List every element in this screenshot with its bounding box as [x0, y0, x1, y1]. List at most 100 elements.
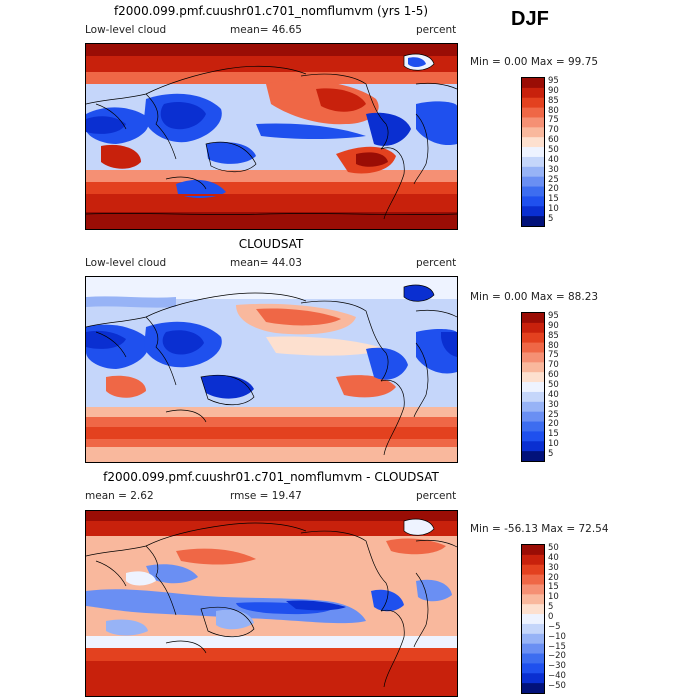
colorbar-tick-label: −5 [548, 621, 561, 632]
panel1-colorbar [521, 77, 545, 227]
colorbar-tick-label: −10 [548, 631, 566, 642]
colorbar-tick-label: 75 [548, 350, 559, 361]
colorbar-tick-label: 40 [548, 389, 559, 400]
panel1-colorbar-swatches [522, 78, 544, 226]
colorbar-tick-label: 50 [548, 542, 559, 553]
panel1-title: f2000.099.pmf.cuushr01.c701_nomflumvm (y… [113, 4, 429, 18]
colorbar-swatch [522, 564, 544, 576]
panel3-difference-map [85, 510, 458, 697]
colorbar-tick-label: 50 [548, 145, 559, 155]
colorbar-swatch [522, 604, 544, 615]
colorbar-tick-label: 30 [548, 164, 559, 175]
colorbar-swatch [522, 137, 544, 148]
colorbar-tick-label: 15 [548, 582, 559, 593]
colorbar-tick-label: 95 [548, 310, 559, 321]
colorbar-swatch [522, 421, 544, 432]
colorbar-swatch [522, 633, 544, 645]
panel3-units-label: percent [416, 490, 457, 502]
colorbar-tick-label: 85 [548, 330, 559, 341]
panel2-colorbar [521, 312, 545, 462]
colorbar-swatch [522, 574, 544, 585]
colorbar-tick-label: 30 [548, 399, 559, 410]
colorbar-swatch [522, 545, 544, 556]
colorbar-tick-label: 70 [548, 125, 559, 136]
panel1-minmax-label: Min = 0.00 Max = 99.75 [470, 56, 599, 68]
panel2-units-label: percent [416, 257, 457, 269]
colorbar-swatch [522, 663, 544, 674]
panel2-mean-label: mean= 44.03 [230, 257, 302, 269]
colorbar-tick-label: −50 [548, 681, 566, 692]
panel1-units-label: percent [416, 24, 457, 36]
colorbar-swatch [522, 673, 544, 684]
colorbar-swatch [522, 127, 544, 138]
colorbar-swatch [522, 322, 544, 334]
colorbar-swatch [522, 401, 544, 413]
colorbar-swatch [522, 594, 544, 605]
colorbar-tick-label: 30 [548, 562, 559, 573]
colorbar-swatch [522, 332, 544, 344]
colorbar-tick-label: −40 [548, 671, 566, 682]
colorbar-tick-label: 90 [548, 320, 559, 331]
colorbar-tick-label: 75 [548, 115, 559, 126]
panel1-model-map [85, 43, 458, 230]
colorbar-swatch [522, 166, 544, 178]
colorbar-swatch [522, 623, 544, 635]
panel3-title: f2000.099.pmf.cuushr01.c701_nomflumvm - … [103, 470, 439, 484]
colorbar-tick-label: 95 [548, 75, 559, 86]
colorbar-swatch [522, 97, 544, 109]
colorbar-tick-label: −30 [548, 661, 566, 672]
colorbar-tick-label: 90 [548, 85, 559, 96]
panel3-colorbar-swatches [522, 545, 544, 693]
colorbar-swatch [522, 411, 544, 423]
colorbar-swatch [522, 362, 544, 373]
colorbar-tick-label: 15 [548, 194, 559, 205]
colorbar-swatch [522, 643, 544, 655]
colorbar-tick-label: 5 [548, 449, 554, 460]
colorbar-tick-label: 0 [548, 612, 554, 622]
panel2-cloudsat-map [85, 276, 458, 463]
colorbar-tick-label: 10 [548, 592, 559, 603]
colorbar-swatch [522, 584, 544, 595]
colorbar-swatch [522, 441, 544, 452]
colorbar-swatch [522, 147, 544, 158]
colorbar-tick-label: 20 [548, 419, 559, 430]
colorbar-swatch [522, 554, 544, 566]
colorbar-tick-label: 60 [548, 135, 559, 146]
colorbar-swatch [522, 382, 544, 393]
colorbar-tick-label: 85 [548, 95, 559, 106]
season-label: DJF [511, 8, 549, 30]
colorbar-swatch [522, 352, 544, 363]
colorbar-swatch [522, 176, 544, 188]
panel2-variable-label: Low-level cloud [85, 257, 167, 269]
colorbar-tick-label: 10 [548, 204, 559, 215]
panel2-minmax-label: Min = 0.00 Max = 88.23 [470, 291, 599, 303]
colorbar-tick-label: −20 [548, 651, 566, 662]
colorbar-tick-label: 5 [548, 602, 554, 613]
colorbar-tick-label: 80 [548, 340, 559, 351]
colorbar-tick-label: 15 [548, 429, 559, 440]
colorbar-swatch [522, 342, 544, 353]
colorbar-tick-label: 20 [548, 572, 559, 583]
colorbar-tick-label: 70 [548, 360, 559, 371]
panel2-colorbar-swatches [522, 313, 544, 461]
colorbar-swatch [522, 683, 544, 693]
panel3-mean-label: mean = 2.62 [85, 490, 154, 502]
colorbar-swatch [522, 117, 544, 128]
colorbar-swatch [522, 186, 544, 197]
colorbar-tick-label: 80 [548, 105, 559, 116]
colorbar-swatch [522, 653, 544, 664]
colorbar-tick-label: −15 [548, 641, 566, 652]
panel3-colorbar [521, 544, 545, 694]
panel2-title: CLOUDSAT [238, 237, 304, 251]
colorbar-tick-label: 25 [548, 409, 559, 420]
colorbar-swatch [522, 614, 544, 625]
colorbar-swatch [522, 216, 544, 226]
colorbar-tick-label: 20 [548, 184, 559, 195]
colorbar-swatch [522, 372, 544, 383]
colorbar-tick-label: 40 [548, 154, 559, 165]
colorbar-swatch [522, 313, 544, 324]
colorbar-swatch [522, 206, 544, 217]
colorbar-swatch [522, 391, 544, 403]
colorbar-tick-label: 25 [548, 174, 559, 185]
colorbar-tick-label: 10 [548, 439, 559, 450]
